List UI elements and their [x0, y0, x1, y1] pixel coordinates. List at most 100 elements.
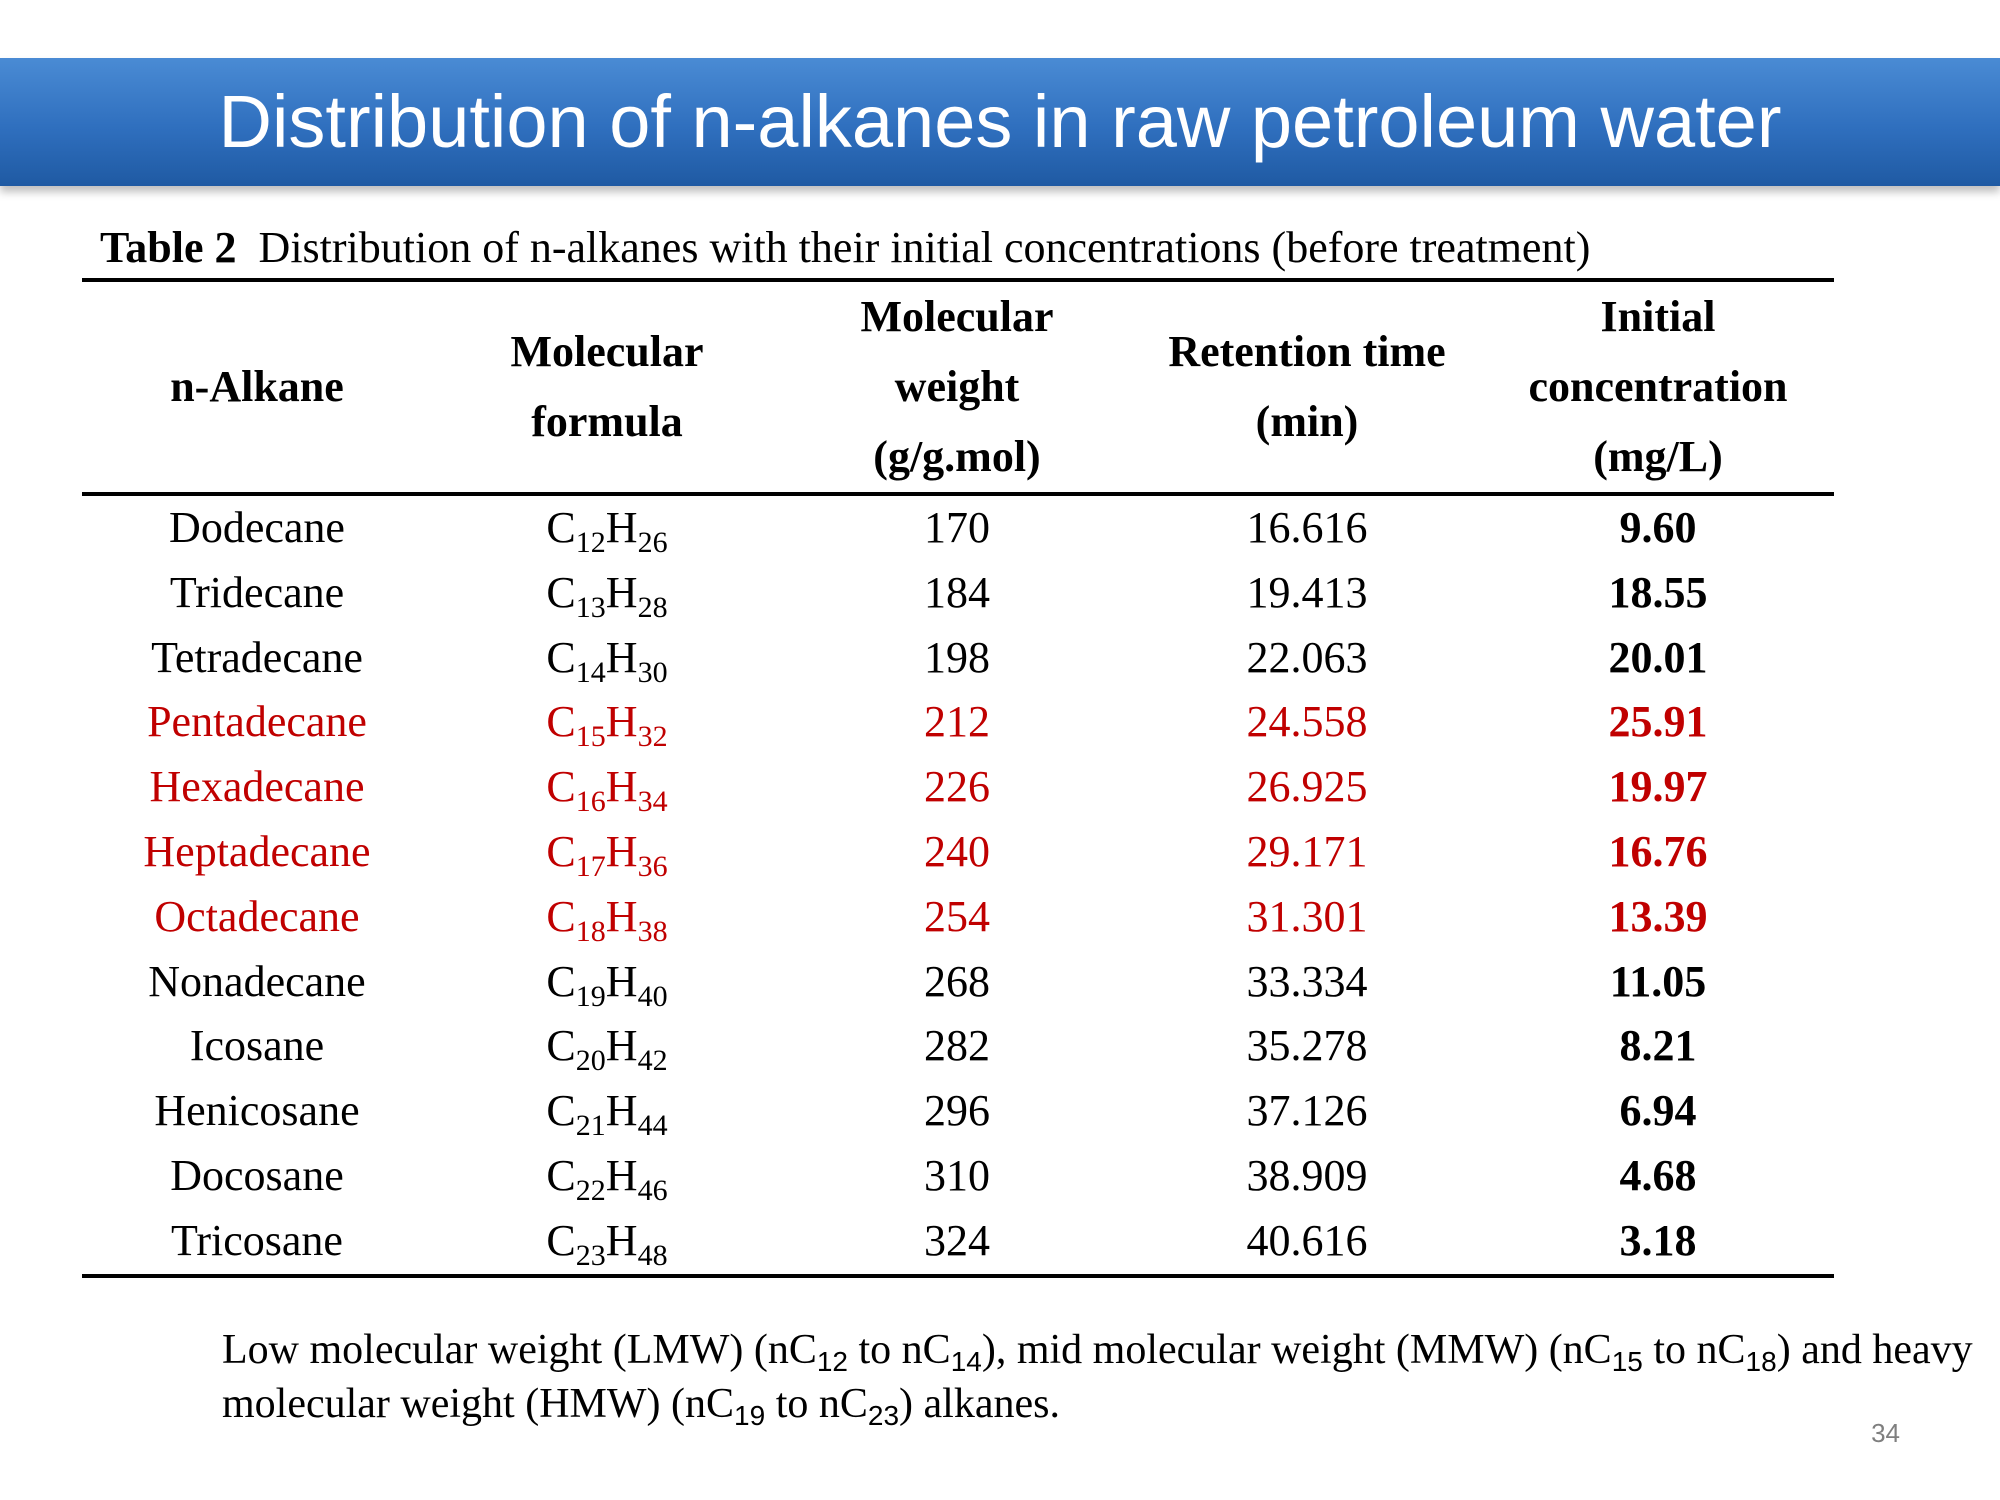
table-caption-text: Distribution of n-alkanes with their ini… [258, 223, 1591, 272]
cell-initial-concentration: 4.68 [1619, 1150, 1697, 1200]
table-caption-label: Table 2 [100, 223, 237, 272]
cell-alkane-name: Dodecane [169, 503, 345, 552]
cell-molecular-weight: 282 [924, 1021, 990, 1071]
header-molecular-weight: Molecular weight (g/g.mol) [782, 280, 1132, 494]
table-row: Tridecane C13H28 184 19.413 18.55 [82, 561, 1834, 626]
formula-carbon-count: 21 [575, 1109, 606, 1143]
cell-formula: C12H26 [546, 503, 668, 559]
table-row: Nonadecane C19H40 268 33.334 11.05 [82, 950, 1834, 1015]
table-row: Icosane C20H42 282 35.278 8.21 [82, 1014, 1834, 1079]
table-row: Tricosane C23H48 324 40.616 3.18 [82, 1209, 1834, 1276]
formula-carbon-count: 19 [575, 979, 606, 1013]
table-caption: Table 2 Distribution of n-alkanes with t… [100, 222, 1860, 273]
note-subscript: 23 [867, 1400, 900, 1431]
cell-initial-concentration: 16.76 [1608, 826, 1708, 876]
cell-molecular-weight: 212 [924, 697, 990, 747]
cell-retention-time: 37.126 [1246, 1086, 1368, 1136]
formula-hydrogen-count: 48 [637, 1238, 668, 1272]
note-text: to nC [848, 1327, 951, 1373]
cell-molecular-weight: 296 [924, 1086, 990, 1136]
cell-alkane-name: Henicosane [154, 1086, 360, 1136]
table-row: Henicosane C21H44 296 37.126 6.94 [82, 1079, 1834, 1144]
header-initial-concentration-line3: (mg/L) [1593, 432, 1723, 481]
table-row: Tetradecane C14H30 198 22.063 20.01 [82, 626, 1834, 691]
note-text: ), mid molecular weight (MMW) (nC [981, 1327, 1612, 1373]
cell-molecular-weight: 240 [924, 826, 990, 876]
formula-hydrogen-count: 38 [637, 914, 668, 948]
header-initial-concentration-line2: concentration [1528, 362, 1788, 411]
formula-hydrogen-count: 34 [637, 785, 668, 819]
formula-hydrogen-count: 42 [637, 1044, 668, 1078]
cell-initial-concentration: 18.55 [1608, 567, 1708, 617]
formula-hydrogen-count: 44 [637, 1109, 668, 1143]
cell-formula: C19H40 [546, 956, 668, 1013]
note-subscript: 18 [1745, 1346, 1777, 1377]
cell-retention-time: 22.063 [1246, 632, 1368, 682]
cell-molecular-weight: 184 [924, 567, 990, 617]
formula-carbon-count: 12 [575, 526, 606, 559]
cell-retention-time: 38.909 [1246, 1150, 1368, 1200]
cell-alkane-name: Heptadecane [143, 826, 371, 876]
cell-initial-concentration: 25.91 [1608, 697, 1708, 747]
formula-carbon-count: 14 [575, 655, 606, 689]
header-initial-concentration-line1: Initial [1600, 292, 1716, 341]
table-row: Dodecane C12H26 170 16.616 9.60 [82, 494, 1834, 561]
cell-formula: C22H46 [546, 1150, 668, 1207]
table-row: Hexadecane C16H34 226 26.925 19.97 [82, 755, 1834, 820]
cell-molecular-weight: 324 [924, 1215, 990, 1265]
cell-initial-concentration: 6.94 [1619, 1086, 1697, 1136]
cell-alkane-name: Docosane [170, 1150, 344, 1200]
header-n-alkane-line1: n-Alkane [170, 362, 344, 411]
formula-carbon-count: 18 [575, 914, 606, 948]
slide-title: Distribution of n-alkanes in raw petrole… [218, 80, 1782, 163]
table-row: Docosane C22H46 310 38.909 4.68 [82, 1144, 1834, 1209]
cell-alkane-name: Tricosane [171, 1215, 343, 1265]
cell-initial-concentration: 19.97 [1608, 762, 1708, 812]
page-number: 34 [1871, 1418, 1900, 1448]
cell-initial-concentration: 8.21 [1619, 1021, 1697, 1071]
alkane-table: n-Alkane Molecular formula Molecular wei… [82, 278, 1834, 1278]
cell-alkane-name: Nonadecane [148, 956, 366, 1006]
cell-alkane-name: Tetradecane [151, 632, 363, 682]
formula-carbon-count: 22 [575, 1173, 606, 1207]
table-row: Heptadecane C17H36 240 29.171 16.76 [82, 820, 1834, 885]
note-text: ) alkanes. [899, 1381, 1060, 1427]
cell-formula: C20H42 [546, 1021, 668, 1078]
formula-hydrogen-count: 40 [637, 979, 668, 1013]
cell-retention-time: 16.616 [1246, 503, 1368, 552]
note-text: to nC [1642, 1327, 1746, 1373]
header-retention-time-line1: Retention time [1168, 327, 1446, 376]
cell-initial-concentration: 13.39 [1608, 891, 1708, 941]
formula-hydrogen-count: 30 [637, 655, 668, 689]
formula-carbon-count: 15 [575, 720, 606, 754]
cell-molecular-weight: 170 [924, 503, 990, 552]
cell-alkane-name: Icosane [189, 1021, 325, 1071]
cell-retention-time: 31.301 [1246, 891, 1368, 941]
cell-molecular-weight: 254 [924, 891, 990, 941]
cell-formula: C15H32 [546, 697, 668, 754]
cell-initial-concentration: 20.01 [1608, 632, 1708, 682]
cell-retention-time: 19.413 [1246, 567, 1368, 617]
formula-carbon-count: 17 [575, 849, 606, 883]
cell-alkane-name: Octadecane [154, 891, 360, 941]
cell-initial-concentration: 3.18 [1619, 1215, 1697, 1265]
header-molecular-weight-line2: weight [894, 362, 1020, 411]
header-retention-time-line2: (min) [1255, 397, 1359, 446]
cell-retention-time: 29.171 [1246, 826, 1368, 876]
formula-hydrogen-count: 28 [637, 590, 668, 624]
cell-retention-time: 26.925 [1246, 762, 1368, 812]
header-molecular-formula-line2: formula [531, 397, 683, 446]
note-subscript: 12 [816, 1346, 848, 1377]
note-subscript: 19 [734, 1400, 766, 1431]
cell-alkane-name: Tridecane [169, 567, 345, 617]
cell-formula: C13H28 [546, 567, 668, 624]
note-text: Low molecular weight (LMW) (nC [222, 1327, 817, 1373]
header-molecular-weight-line1: Molecular [860, 292, 1054, 341]
cell-formula: C17H36 [546, 826, 668, 883]
cell-molecular-weight: 268 [924, 956, 990, 1006]
molecular-weight-note: Low molecular weight (LMW) (nC12 to nC14… [222, 1323, 1982, 1431]
formula-hydrogen-count: 26 [637, 526, 668, 559]
cell-initial-concentration: 9.60 [1619, 503, 1697, 552]
header-initial-concentration: Initial concentration (mg/L) [1482, 280, 1834, 494]
table-row: Pentadecane C15H32 212 24.558 25.91 [82, 690, 1834, 755]
